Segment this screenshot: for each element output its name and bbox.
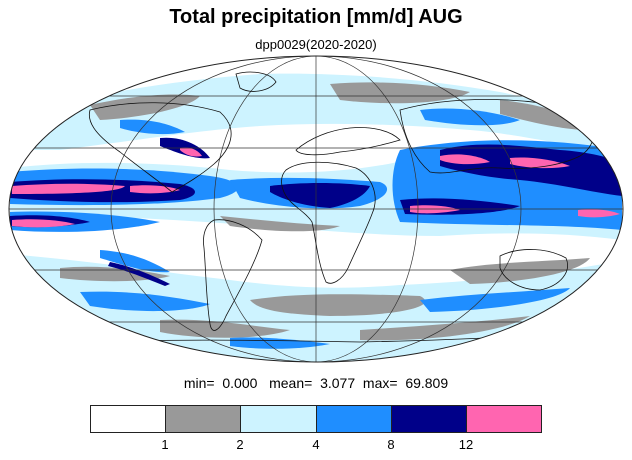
precip-region: [100, 250, 170, 273]
globe-outline: [8, 55, 624, 363]
precip-region: [12, 183, 125, 194]
colorbar-tick-label: 12: [458, 437, 474, 452]
colorbar-swatch: [91, 406, 167, 432]
colorbar-tick-label: 2: [236, 437, 244, 452]
precip-region: [420, 288, 570, 312]
precip-region: [510, 157, 570, 169]
meridian-line: [213, 56, 419, 362]
coastline-australia: [499, 249, 568, 291]
precip-region: [220, 216, 340, 232]
colorbar-tick-label: 4: [312, 437, 320, 452]
precip-region: [420, 108, 520, 126]
colorbar-tick-label: 8: [387, 437, 395, 452]
statistics-line: min= 0.000 mean= 3.077 max= 69.809: [0, 375, 632, 391]
chart-title: Total precipitation [mm/d] AUG: [169, 6, 463, 28]
min-value: 0.000: [222, 375, 258, 391]
max-label: max=: [362, 375, 398, 391]
precip-region: [108, 262, 170, 286]
precip-region: [12, 219, 75, 228]
precip-region: [270, 183, 370, 208]
min-label: min=: [183, 375, 215, 391]
precip-region: [180, 147, 202, 157]
colorbar-swatch: [316, 406, 392, 432]
chart-subtitle: dpp0029(2020-2020): [255, 37, 377, 52]
precip-region: [450, 258, 590, 284]
colorbar-swatch: [466, 406, 542, 432]
max-value: 69.809: [405, 375, 449, 391]
precip-region: [160, 319, 290, 338]
precip-region: [80, 291, 210, 312]
precip-region: [330, 82, 470, 104]
meridian-line: [110, 56, 522, 362]
precip-region: [90, 94, 200, 120]
precip-region: [130, 185, 180, 194]
graticule: [9, 56, 623, 362]
coastline-africa: [281, 161, 376, 284]
mean-value: 3.077: [320, 375, 356, 391]
precip-region: [250, 294, 426, 316]
colorbar-swatch: [241, 406, 317, 432]
coastline-south-america: [203, 219, 263, 331]
coastline-europe: [295, 127, 401, 156]
colorbar-swatch: [391, 406, 467, 432]
precip-region: [578, 209, 620, 218]
precip-region: [120, 119, 185, 135]
colorbar-swatch: [166, 406, 242, 432]
colorbar-tick-label: 1: [161, 437, 169, 452]
mean-label: mean=: [269, 375, 313, 391]
coastline-greenland: [235, 71, 277, 92]
colorbar: [90, 405, 542, 433]
coastline-asia: [399, 99, 594, 174]
coastline-north-america: [88, 102, 232, 193]
precip-region: [440, 154, 490, 165]
